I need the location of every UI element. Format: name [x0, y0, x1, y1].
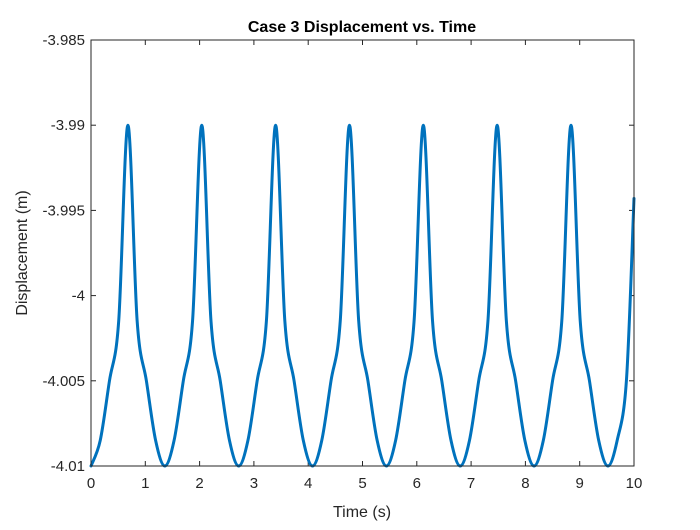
x-tick-label: 5 — [358, 475, 366, 492]
x-tick-label: 8 — [521, 475, 529, 492]
y-tick-label: -3.99 — [51, 117, 85, 134]
y-axis-label: Displacement (m) — [14, 190, 31, 315]
plot-area — [91, 40, 634, 466]
displacement-series-line — [89, 123, 636, 468]
x-tick-label: 3 — [250, 475, 258, 492]
y-tick-label: -3.985 — [42, 32, 85, 49]
chart-title: Case 3 Displacement vs. Time — [248, 19, 476, 36]
x-tick-label: 10 — [626, 475, 643, 492]
y-tick-label: -3.995 — [42, 202, 85, 219]
y-tick-label: -4 — [72, 288, 85, 305]
x-axis-label: Time (s) — [333, 504, 391, 521]
series-layer — [89, 123, 636, 468]
x-axis-ticks: 0 1 2 3 4 5 6 7 8 9 10 — [87, 40, 643, 492]
x-tick-label: 9 — [576, 475, 584, 492]
y-axis-ticks: -4.01 -4.005 -4 -3.995 -3.99 -3.985 — [42, 32, 634, 475]
y-tick-label: -4.005 — [42, 373, 85, 390]
x-tick-label: 0 — [87, 475, 95, 492]
x-tick-label: 7 — [467, 475, 475, 492]
x-tick-label: 2 — [195, 475, 203, 492]
y-tick-label: -4.01 — [51, 458, 85, 475]
axes-box — [90, 39, 635, 467]
x-tick-label: 6 — [413, 475, 421, 492]
x-tick-label: 4 — [304, 475, 312, 492]
x-tick-label: 1 — [141, 475, 149, 492]
